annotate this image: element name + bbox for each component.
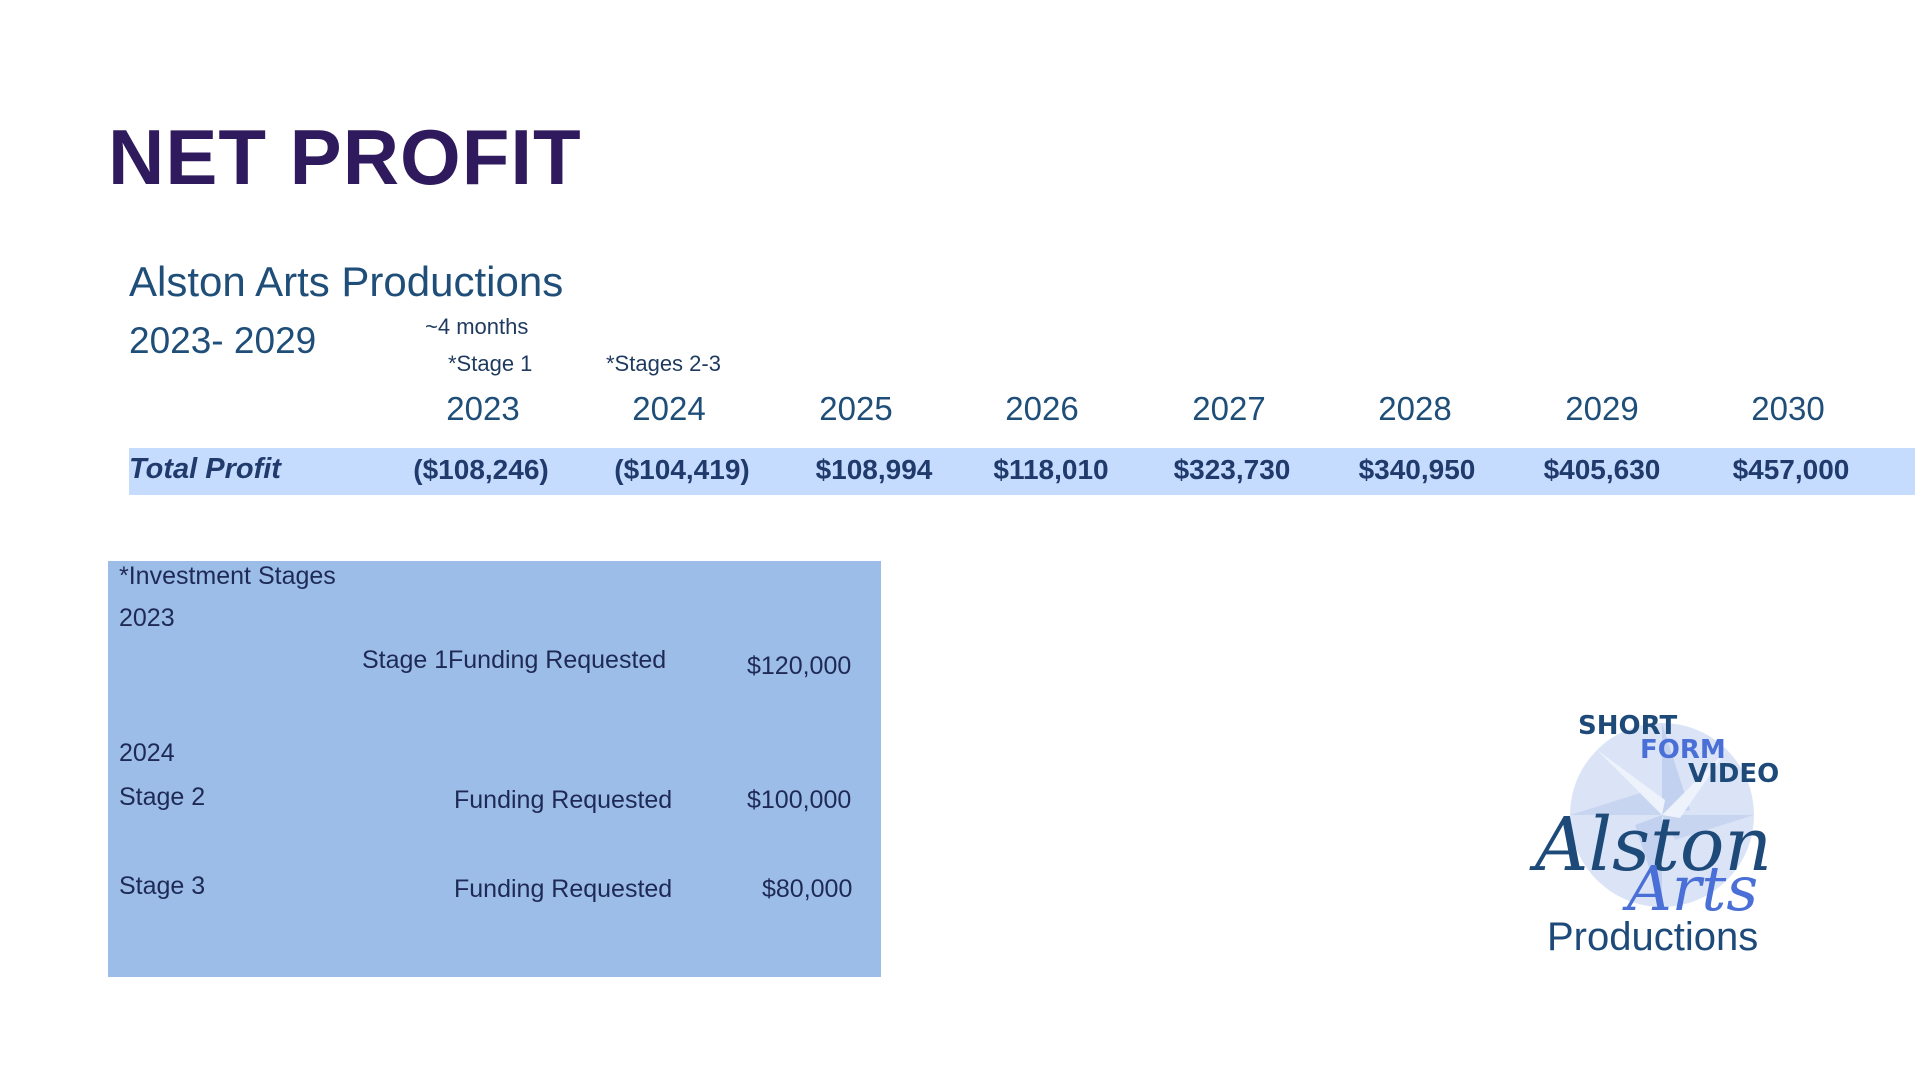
aperture-icon <box>1570 723 1754 907</box>
total-profit-label: Total Profit <box>129 453 281 485</box>
stage3-funding-label: Funding Requested <box>454 875 673 903</box>
profit-value: ($104,419) <box>614 454 750 485</box>
stage3-amount: $80,000 <box>762 875 853 903</box>
profit-value: $340,950 <box>1358 454 1476 485</box>
note-months: ~4 months <box>425 314 529 339</box>
logo-short-text: SHORT <box>1578 711 1677 741</box>
year-header: 2028 <box>1378 390 1452 427</box>
stage2-funding-label: Funding Requested <box>454 786 673 814</box>
year-header: 2025 <box>819 390 893 427</box>
note-stages-2-3: *Stages 2-3 <box>606 351 721 376</box>
logo-productions-text: Productions <box>1547 915 1758 959</box>
profit-value: $457,000 <box>1732 454 1850 485</box>
logo-alston-text: Alston <box>1529 802 1772 888</box>
profit-value: $118,010 <box>993 454 1109 485</box>
page-title: NET PROFIT <box>108 113 582 201</box>
note-stage1: *Stage 1 <box>448 351 533 376</box>
investment-year-2023: 2023 <box>119 604 175 632</box>
profit-value: $405,630 <box>1543 454 1661 485</box>
year-header: 2023 <box>446 390 520 427</box>
stage1-funding-label: Funding Requested <box>448 646 667 674</box>
stage3-label: Stage 3 <box>119 872 206 900</box>
year-header: 2027 <box>1192 390 1266 427</box>
year-header: 2026 <box>1005 390 1079 427</box>
year-range: 2023- 2029 <box>129 320 317 361</box>
year-header: 2024 <box>632 390 706 427</box>
investment-year-2024: 2024 <box>119 739 175 767</box>
company-name: Alston Arts Productions <box>129 258 564 305</box>
total-profit-row <box>129 448 1915 495</box>
logo-form-text: FORM <box>1640 735 1726 765</box>
stage1-amount: $120,000 <box>747 652 852 680</box>
stage2-amount: $100,000 <box>747 786 852 814</box>
investment-heading: *Investment Stages <box>119 562 336 590</box>
profit-value: ($108,246) <box>413 454 549 485</box>
stage1-label: Stage 1 <box>362 646 449 674</box>
year-header: 2030 <box>1751 390 1825 427</box>
investment-stages-panel <box>108 561 881 977</box>
company-logo: SHORT FORM VIDEO Alston Arts Productions <box>1529 711 1779 959</box>
logo-video-text: VIDEO <box>1688 759 1779 789</box>
profit-value: $323,730 <box>1173 454 1291 485</box>
year-header: 2029 <box>1565 390 1639 427</box>
logo-arts-text: Arts <box>1622 852 1758 925</box>
stage2-label: Stage 2 <box>119 783 206 811</box>
profit-value: $108,994 <box>815 454 933 485</box>
